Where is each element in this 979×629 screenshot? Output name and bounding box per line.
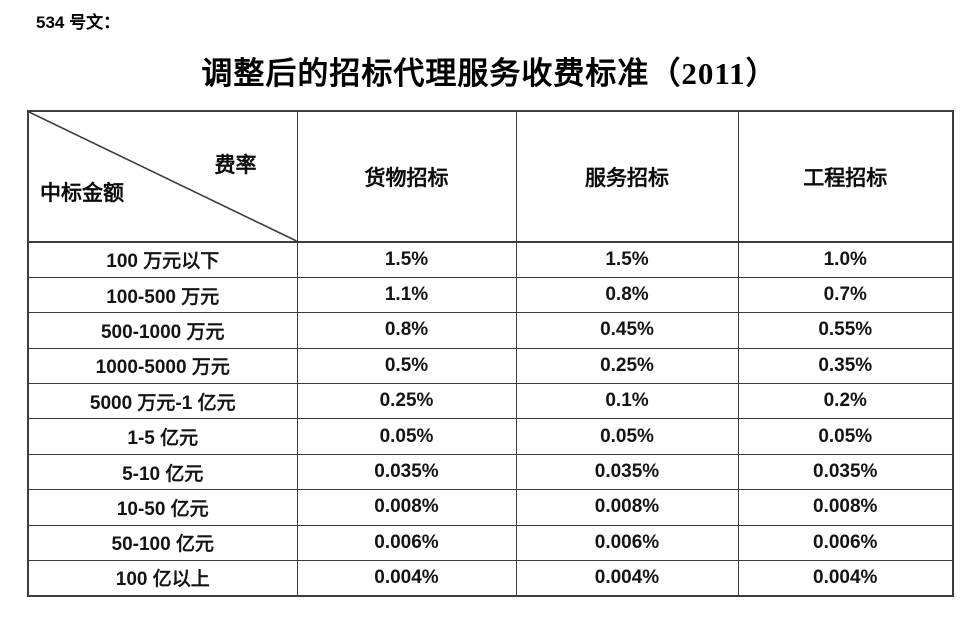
diagonal-divider-line [29, 112, 297, 241]
amount-cell: 5000 万元-1 亿元 [27, 383, 298, 420]
rate-cell: 1.5% [515, 241, 739, 278]
rate-cell: 0.008% [515, 489, 739, 526]
table-row: 100 亿以上 0.004% 0.004% 0.004% [27, 560, 954, 597]
rate-cell: 0.25% [296, 383, 517, 420]
corner-header-cell: 费率 中标金额 [27, 110, 298, 243]
amount-cell: 50-100 亿元 [27, 524, 298, 562]
rate-cell: 0.55% [737, 312, 954, 349]
rate-cell: 0.004% [737, 560, 954, 597]
rate-cell: 0.006% [737, 524, 954, 562]
column-header-goods: 货物招标 [296, 110, 517, 243]
table-row: 50-100 亿元 0.006% 0.006% 0.006% [27, 524, 954, 562]
rate-cell: 1.0% [737, 241, 954, 278]
fee-table: 费率 中标金额 货物招标 服务招标 工程招标 100 万元以下 1.5% 1.5… [27, 110, 954, 597]
rate-cell: 0.2% [737, 383, 954, 420]
rate-cell: 0.8% [515, 276, 739, 314]
rate-cell: 0.008% [737, 489, 954, 526]
amount-cell: 100-500 万元 [27, 276, 298, 314]
rate-cell: 0.25% [515, 347, 739, 385]
rate-cell: 0.006% [296, 524, 517, 562]
table-row: 100-500 万元 1.1% 0.8% 0.7% [27, 276, 954, 314]
rate-cell: 1.5% [296, 241, 517, 278]
amount-cell: 1-5 亿元 [27, 418, 298, 455]
page-title: 调整后的招标代理服务收费标准（2011） [201, 56, 778, 91]
rate-cell: 0.05% [296, 418, 517, 455]
rate-cell: 0.7% [737, 276, 954, 314]
rate-cell: 0.05% [737, 418, 954, 455]
rate-cell: 0.1% [515, 383, 739, 420]
rate-cell: 1.1% [296, 276, 517, 314]
table-row: 5000 万元-1 亿元 0.25% 0.1% 0.2% [27, 383, 954, 420]
rate-cell: 0.5% [296, 347, 517, 385]
amount-cell: 100 亿以上 [27, 560, 298, 597]
rate-cell: 0.035% [515, 453, 739, 491]
rate-cell: 0.035% [296, 453, 517, 491]
rate-cell: 0.008% [296, 489, 517, 526]
amount-cell: 500-1000 万元 [27, 312, 298, 349]
rate-cell: 0.05% [515, 418, 739, 455]
corner-label-amount: 中标金额 [40, 181, 124, 205]
doc-number: 534 号文： [36, 13, 121, 32]
table-row: 1000-5000 万元 0.5% 0.25% 0.35% [27, 347, 954, 385]
amount-cell: 100 万元以下 [27, 241, 298, 278]
table-row: 1-5 亿元 0.05% 0.05% 0.05% [27, 418, 954, 455]
rate-cell: 0.8% [296, 312, 517, 349]
amount-cell: 5-10 亿元 [27, 453, 298, 491]
rate-cell: 0.45% [515, 312, 739, 349]
table-header-row: 费率 中标金额 货物招标 服务招标 工程招标 [27, 110, 954, 243]
rate-cell: 0.006% [515, 524, 739, 562]
rate-cell: 0.035% [737, 453, 954, 491]
table-row: 100 万元以下 1.5% 1.5% 1.0% [27, 241, 954, 278]
column-header-services: 服务招标 [515, 110, 739, 243]
table-row: 500-1000 万元 0.8% 0.45% 0.55% [27, 312, 954, 349]
rate-cell: 0.004% [515, 560, 739, 597]
table-row: 5-10 亿元 0.035% 0.035% 0.035% [27, 453, 954, 491]
column-header-works: 工程招标 [737, 110, 954, 243]
corner-label-rate: 费率 [214, 153, 257, 177]
table-row: 10-50 亿元 0.008% 0.008% 0.008% [27, 489, 954, 526]
rate-cell: 0.35% [737, 347, 954, 385]
amount-cell: 1000-5000 万元 [27, 347, 298, 385]
rate-cell: 0.004% [296, 560, 517, 597]
amount-cell: 10-50 亿元 [27, 489, 298, 526]
